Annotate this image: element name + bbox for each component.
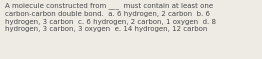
Text: A molecule constructed from ___  must contain at least one
carbon-carbon double : A molecule constructed from ___ must con… [5,2,216,32]
